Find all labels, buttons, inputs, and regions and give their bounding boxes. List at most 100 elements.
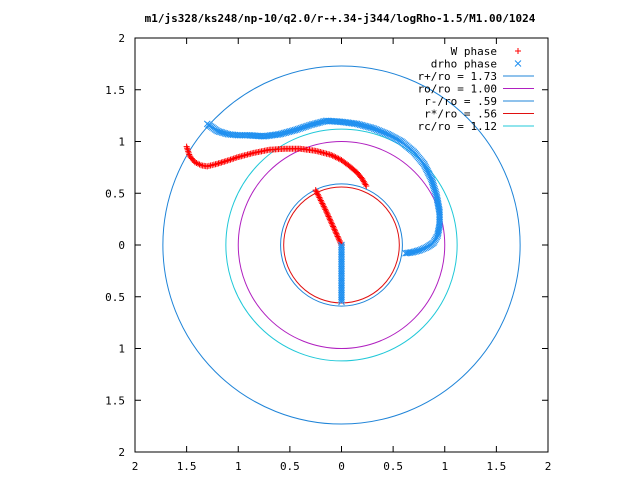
point-0-102 xyxy=(332,154,339,161)
point-0-100 xyxy=(329,152,336,159)
point-1-5 xyxy=(316,194,323,201)
point-2-218 xyxy=(403,249,411,257)
point-1-20 xyxy=(326,216,333,223)
point-0-38 xyxy=(233,154,240,161)
y-tick-label-2: 1 xyxy=(118,136,125,149)
point-1-0 xyxy=(312,187,319,194)
point-0-34 xyxy=(227,156,234,163)
legend-label-6: rc/ro = 1.12 xyxy=(418,120,497,133)
series-1 xyxy=(312,187,345,248)
x-tick-label-5: 0.5 xyxy=(383,460,403,473)
legend-marker-0 xyxy=(515,48,521,54)
legend-label-0: W phase xyxy=(451,45,497,58)
legend-label-5: r*/ro = .56 xyxy=(424,108,497,121)
point-1-24 xyxy=(329,222,336,229)
point-1-31 xyxy=(333,232,340,239)
y-tick-label-0: 2 xyxy=(118,32,125,45)
point-1-23 xyxy=(328,220,335,227)
point-1-30 xyxy=(333,230,340,237)
point-1-13 xyxy=(322,206,329,213)
point-0-99 xyxy=(328,151,335,158)
legend-marker-1 xyxy=(514,60,522,67)
x-tick-label-8: 2 xyxy=(545,460,552,473)
point-0-1 xyxy=(184,145,191,152)
point-0-127 xyxy=(362,181,369,188)
point-1-10 xyxy=(320,201,327,208)
x-tick-label-3: 0.5 xyxy=(280,460,300,473)
circle-0 xyxy=(162,65,521,425)
x-tick-label-7: 1.5 xyxy=(486,460,506,473)
data-series xyxy=(183,117,443,306)
point-1-28 xyxy=(332,227,339,234)
point-0-37 xyxy=(232,155,239,162)
y-tick-label-7: 1.5 xyxy=(105,394,125,407)
point-1-29 xyxy=(332,229,339,236)
point-1-7 xyxy=(317,197,324,204)
point-1-22 xyxy=(328,219,335,226)
point-0-128 xyxy=(363,183,370,190)
series-3 xyxy=(338,241,345,306)
x-tick-label-6: 1 xyxy=(441,460,448,473)
point-3-32 xyxy=(338,296,345,304)
point-0-103 xyxy=(334,154,341,161)
point-1-18 xyxy=(325,213,332,220)
point-1-11 xyxy=(320,203,327,210)
point-1-9 xyxy=(319,200,326,207)
y-tick-label-5: 0.5 xyxy=(105,291,125,304)
point-1-16 xyxy=(324,210,331,217)
y-tick-label-6: 1 xyxy=(118,343,125,356)
legend-label-2: r+/ro = 1.73 xyxy=(418,70,497,83)
point-1-3 xyxy=(314,191,321,198)
point-1-15 xyxy=(323,209,330,216)
point-1-2 xyxy=(314,190,321,197)
reference-circles xyxy=(162,65,521,425)
chart-title: m1/js328/ks248/np-10/q2.0/r-+.34-j344/lo… xyxy=(145,12,536,25)
point-0-35 xyxy=(229,156,236,163)
point-1-6 xyxy=(317,196,324,203)
circle-3 xyxy=(283,186,400,304)
circle-4 xyxy=(225,128,458,362)
legend-label-1: drho phase xyxy=(431,58,497,71)
legend-label-3: ro/ro = 1.00 xyxy=(418,83,497,96)
point-1-33 xyxy=(335,234,342,241)
point-0-101 xyxy=(331,153,338,160)
axis-ticks: 2 1.5 1 0.5 0 0.5 1 1.5 221.510.500.511.52 xyxy=(105,32,551,473)
point-0-104 xyxy=(335,155,342,162)
point-1-17 xyxy=(324,212,331,219)
y-tick-label-3: 0.5 xyxy=(105,187,125,200)
series-2 xyxy=(203,117,443,257)
point-0-32 xyxy=(224,157,231,164)
series-0 xyxy=(183,143,370,190)
point-0-31 xyxy=(222,158,229,165)
point-1-8 xyxy=(318,198,325,205)
circle-2 xyxy=(280,183,403,307)
x-tick-label-1: 1.5 xyxy=(177,460,197,473)
point-0-2 xyxy=(184,146,191,153)
y-tick-label-1: 1.5 xyxy=(105,84,125,97)
point-2-219 xyxy=(402,249,409,257)
point-1-19 xyxy=(326,214,333,221)
y-tick-label-8: 2 xyxy=(118,446,125,459)
point-1-1 xyxy=(313,188,320,195)
point-1-26 xyxy=(330,224,337,231)
point-0-33 xyxy=(225,157,232,164)
y-tick-label-4: 0 xyxy=(118,239,125,252)
x-tick-label-0: 2 xyxy=(132,460,139,473)
point-1-25 xyxy=(330,223,337,230)
point-0-36 xyxy=(230,155,237,162)
point-1-12 xyxy=(321,204,328,211)
point-0-0 xyxy=(183,143,190,150)
x-tick-label-2: 1 xyxy=(235,460,242,473)
point-1-32 xyxy=(334,233,341,240)
point-1-34 xyxy=(335,236,342,243)
point-1-14 xyxy=(323,207,330,214)
point-1-4 xyxy=(315,193,322,200)
x-tick-label-4: 0 xyxy=(338,460,345,473)
legend-label-4: r-/ro = .59 xyxy=(424,95,497,108)
point-1-27 xyxy=(331,226,338,233)
point-3-33 xyxy=(338,298,345,306)
point-1-21 xyxy=(327,217,334,224)
circle-1 xyxy=(237,141,446,349)
